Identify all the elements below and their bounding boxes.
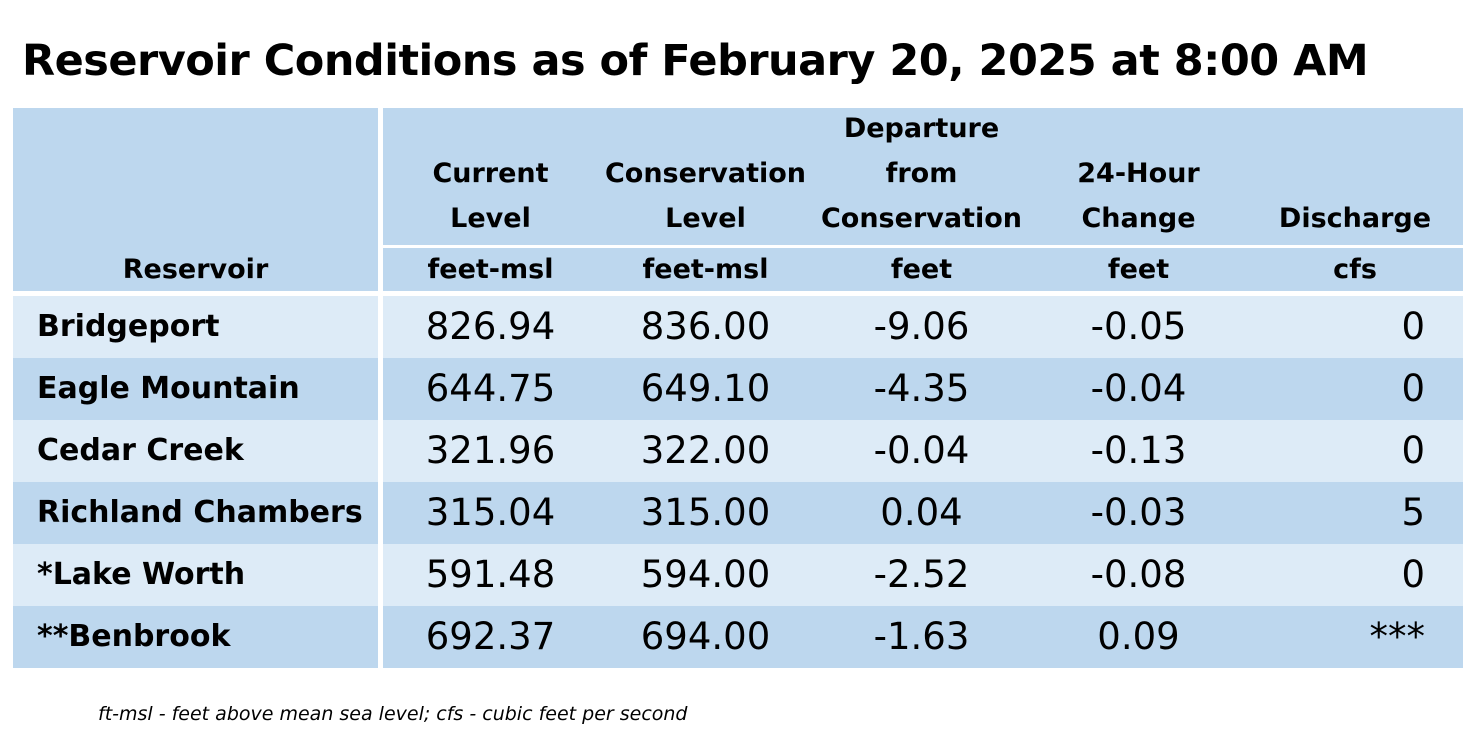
reservoir-name: **Benbrook	[37, 619, 231, 654]
footnote: ft-msl - feet above mean sea level; cfs …	[98, 703, 688, 725]
reservoir-name: Cedar Creek	[37, 433, 244, 468]
departure-cell: -1.63	[873, 615, 970, 658]
table-row: Cedar Creek 321.96 322.00 -0.04 -0.13 0	[13, 420, 1463, 482]
current-level-cell: 591.48	[425, 553, 556, 596]
current-level-cell: 692.37	[425, 615, 556, 658]
conservation-level-cell: 322.00	[640, 429, 771, 472]
current-level-cell: 321.96	[425, 429, 556, 472]
discharge-cell: 0	[1401, 367, 1425, 410]
change-cell: 0.09	[1097, 615, 1180, 658]
unit-24hour-change: feet	[1107, 254, 1170, 285]
header-divider	[383, 245, 1463, 248]
current-level-cell: 315.04	[425, 491, 556, 534]
reservoir-name: Richland Chambers	[37, 495, 363, 530]
departure-cell: -2.52	[873, 553, 970, 596]
unit-conservation-level: feet-msl	[642, 254, 769, 285]
table-row: Bridgeport 826.94 836.00 -9.06 -0.05 0	[13, 296, 1463, 358]
conservation-level-cell: 594.00	[640, 553, 771, 596]
unit-current-level: feet-msl	[427, 254, 554, 285]
header-discharge: Discharge	[1278, 203, 1432, 234]
reservoir-name: Bridgeport	[37, 309, 220, 344]
reservoir-name: *Lake Worth	[37, 557, 246, 592]
unit-departure: feet	[890, 254, 953, 285]
header-reservoir: Reservoir	[122, 254, 269, 285]
conservation-level-cell: 315.00	[640, 491, 771, 534]
change-cell: -0.04	[1090, 367, 1187, 410]
column-divider	[378, 108, 383, 291]
departure-cell: 0.04	[880, 491, 963, 534]
discharge-cell: 0	[1401, 429, 1425, 472]
conservation-level-cell: 649.10	[640, 367, 771, 410]
table-row: Eagle Mountain 644.75 649.10 -4.35 -0.04…	[13, 358, 1463, 420]
header-current-level: Current Level	[432, 158, 549, 234]
departure-cell: -4.35	[873, 367, 970, 410]
header-conservation-level: Conservation Level	[604, 158, 807, 234]
table-row: Richland Chambers 315.04 315.00 0.04 -0.…	[13, 482, 1463, 544]
discharge-cell: 0	[1401, 553, 1425, 596]
unit-discharge: cfs	[1333, 254, 1377, 285]
current-level-cell: 644.75	[425, 367, 556, 410]
change-cell: -0.08	[1090, 553, 1187, 596]
conservation-level-cell: 694.00	[640, 615, 771, 658]
change-cell: -0.05	[1090, 305, 1187, 348]
table-header: Reservoir Current Level feet-msl Conserv…	[13, 108, 1463, 291]
change-cell: -0.03	[1090, 491, 1187, 534]
header-departure: Departure from Conservation	[820, 113, 1023, 234]
table-row: **Benbrook 692.37 694.00 -1.63 0.09 ***	[13, 606, 1463, 668]
reservoir-table: Reservoir Current Level feet-msl Conserv…	[13, 108, 1463, 668]
page-title: Reservoir Conditions as of February 20, …	[22, 36, 1369, 86]
discharge-cell: 5	[1401, 491, 1425, 534]
table-row: *Lake Worth 591.48 594.00 -2.52 -0.08 0	[13, 544, 1463, 606]
change-cell: -0.13	[1090, 429, 1187, 472]
discharge-cell: 0	[1401, 305, 1425, 348]
departure-cell: -9.06	[873, 305, 970, 348]
reservoir-name: Eagle Mountain	[37, 371, 300, 406]
header-24hour-change: 24-Hour Change	[1077, 158, 1200, 234]
current-level-cell: 826.94	[425, 305, 556, 348]
departure-cell: -0.04	[873, 429, 970, 472]
conservation-level-cell: 836.00	[640, 305, 771, 348]
discharge-cell: ***	[1369, 615, 1426, 658]
